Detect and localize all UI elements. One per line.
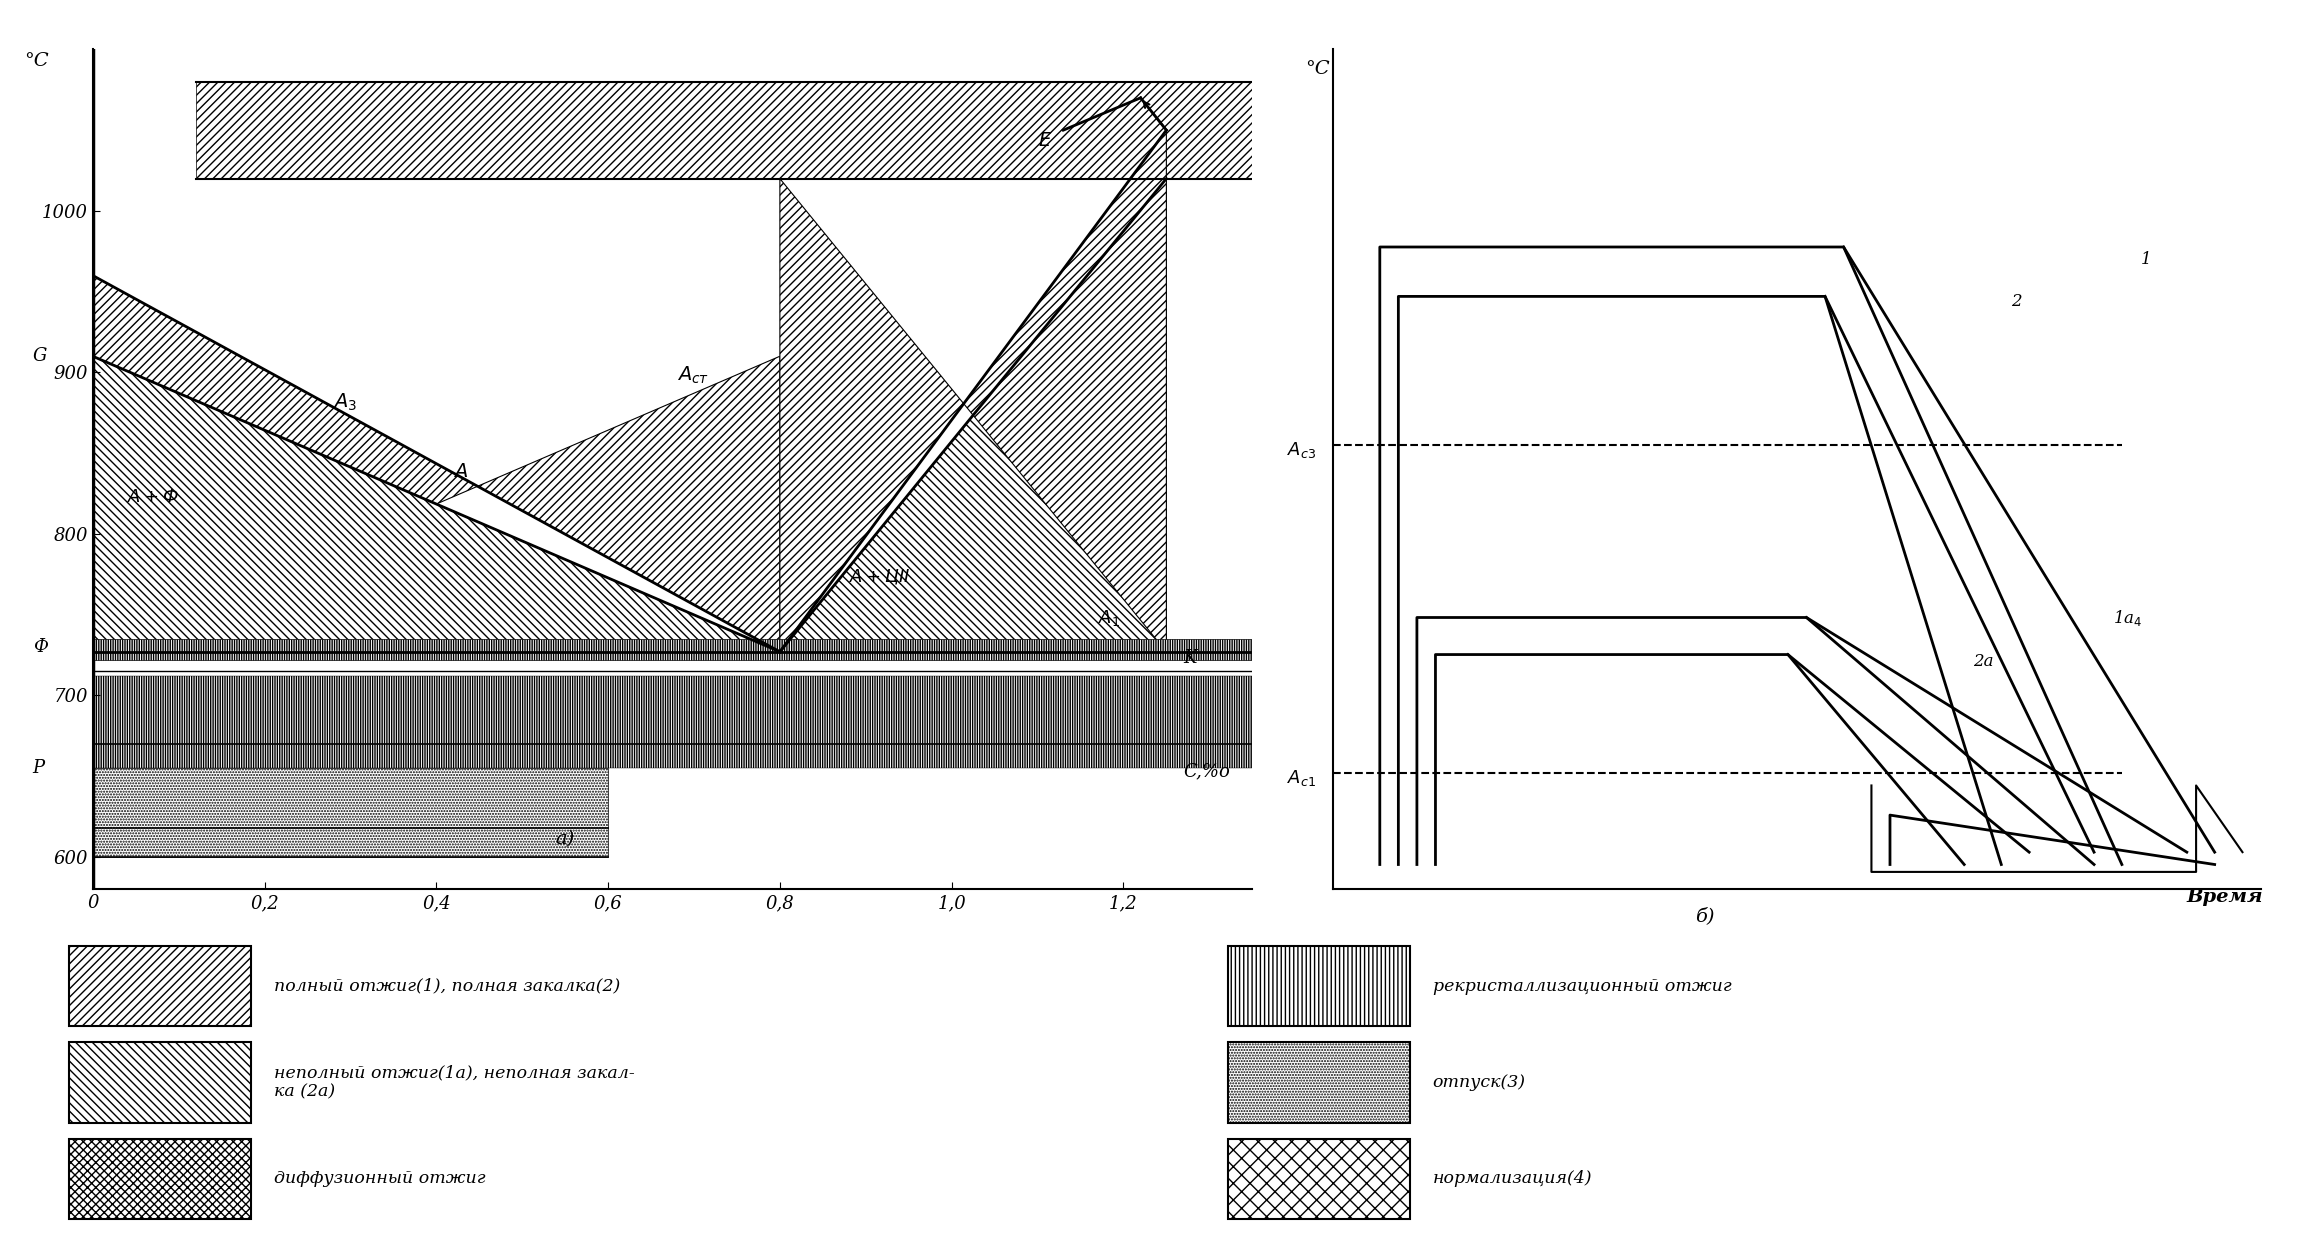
Text: °C: °C — [23, 52, 49, 69]
Text: нормализация(4): нормализация(4) — [1433, 1171, 1593, 1187]
FancyBboxPatch shape — [70, 1139, 250, 1219]
FancyBboxPatch shape — [70, 946, 250, 1026]
FancyBboxPatch shape — [1229, 1042, 1410, 1123]
Text: 1а$_4$: 1а$_4$ — [2113, 608, 2143, 627]
Text: C,%o: C,%o — [1183, 762, 1231, 781]
FancyBboxPatch shape — [70, 1042, 250, 1123]
Text: $A+ЦII$: $A+ЦII$ — [849, 568, 909, 587]
Polygon shape — [93, 275, 779, 652]
Text: неполный отжиг(1а), неполная закал-
ка (2а): неполный отжиг(1а), неполная закал- ка (… — [274, 1065, 635, 1100]
Text: полный отжиг(1), полная закалка(2): полный отжиг(1), полная закалка(2) — [274, 978, 619, 994]
Text: $A_{с3}$: $A_{с3}$ — [1287, 440, 1317, 459]
Text: K: K — [1183, 650, 1197, 667]
Text: $A+Ф$: $A+Ф$ — [128, 488, 179, 505]
Polygon shape — [779, 179, 1166, 652]
Text: °C: °C — [1306, 61, 1331, 78]
Polygon shape — [93, 356, 779, 652]
Text: диффузионный отжиг: диффузионный отжиг — [274, 1171, 485, 1187]
Text: a): a) — [557, 830, 575, 848]
Polygon shape — [779, 130, 1166, 652]
Text: 2: 2 — [2011, 293, 2022, 310]
Text: $E$: $E$ — [1037, 132, 1053, 151]
Text: рекристаллизационный отжиг: рекристаллизационный отжиг — [1433, 978, 1732, 994]
Text: 2а: 2а — [1973, 653, 1994, 671]
Text: G: G — [32, 347, 46, 366]
Text: Время: Время — [2187, 888, 2263, 905]
FancyBboxPatch shape — [1229, 1139, 1410, 1219]
Text: $A_3$: $A_3$ — [334, 391, 357, 414]
Text: $A_1$: $A_1$ — [1097, 608, 1120, 627]
Text: $A$: $A$ — [455, 463, 468, 482]
Text: 1: 1 — [2140, 251, 2152, 268]
Text: P: P — [32, 760, 44, 777]
Text: б): б) — [1695, 908, 1714, 925]
Text: $A_{ст}$: $A_{ст}$ — [677, 364, 710, 385]
Text: отпуск(3): отпуск(3) — [1433, 1074, 1526, 1091]
Text: Ф: Ф — [32, 638, 49, 656]
FancyBboxPatch shape — [1229, 946, 1410, 1026]
Text: $A_{с1}$: $A_{с1}$ — [1287, 768, 1317, 788]
